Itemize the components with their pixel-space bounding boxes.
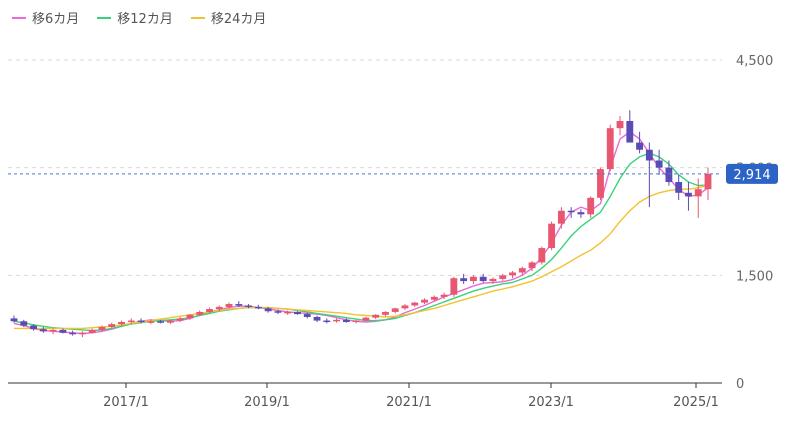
candle-body [254, 306, 262, 309]
candle-body [59, 329, 67, 333]
candle-body [20, 321, 28, 326]
candle-body [108, 324, 116, 328]
candle-body [577, 212, 585, 215]
y-tick-label: 1,500 [736, 269, 773, 284]
candle-body [245, 305, 253, 307]
candle-body [323, 320, 331, 323]
candle-body [49, 329, 57, 332]
candle-body [460, 278, 468, 282]
legend-label-ma24: 移24カ月 [210, 12, 267, 27]
candle-body [215, 306, 223, 310]
x-tick-label: 2023/1 [528, 395, 574, 410]
candle-body [274, 311, 282, 313]
x-tick-label: 2019/1 [244, 395, 290, 410]
candle-body [147, 321, 155, 323]
x-tick-label: 2025/1 [673, 395, 719, 410]
candle-body [626, 121, 634, 143]
candle-body [313, 316, 321, 321]
y-tick-label: 4,500 [736, 54, 773, 69]
candle-body [372, 314, 380, 318]
legend-item-ma12[interactable]: 移12カ月 [97, 8, 173, 27]
legend-item-ma24[interactable]: 移24カ月 [190, 8, 267, 27]
candle-body [430, 296, 438, 300]
candle-body [704, 173, 712, 190]
candle-body [235, 304, 243, 306]
candle-body [10, 318, 18, 322]
candle-body [284, 311, 292, 314]
candle-body [69, 332, 77, 335]
candle-body [597, 169, 604, 198]
candle-body [675, 182, 683, 193]
candle-body [30, 325, 37, 330]
candle-body [587, 197, 595, 215]
legend-swatch-ma6 [12, 16, 26, 19]
candle-body [352, 320, 360, 323]
candle-body [166, 320, 174, 323]
candle-body [264, 308, 272, 312]
ma-line-2 [14, 184, 709, 330]
candle-body [127, 320, 135, 323]
candle-body [157, 321, 165, 323]
chart-legend: 移6カ月 移12カ月 移24カ月 [12, 8, 266, 27]
candle-body [499, 275, 507, 279]
candle-body [557, 210, 565, 224]
x-tick-label: 2017/1 [103, 395, 149, 410]
candle-body [342, 319, 350, 322]
candle-body [118, 321, 125, 325]
legend-swatch-ma12 [97, 16, 112, 19]
candle-body [528, 262, 536, 269]
candle-body [567, 210, 575, 213]
candle-body [538, 248, 546, 263]
candle-body [88, 329, 96, 333]
candle-body [469, 276, 477, 282]
candle-body [616, 121, 624, 129]
candle-body [79, 332, 86, 335]
candle-body [303, 314, 311, 317]
candle-body [401, 305, 409, 309]
y-tick-label: 0 [736, 377, 744, 392]
candle-body [294, 311, 301, 315]
candle-body [206, 309, 213, 312]
candle-body [685, 192, 692, 197]
candle-body [509, 272, 516, 276]
candle-body [98, 327, 106, 330]
candle-body [606, 128, 614, 170]
current-price-badge [726, 163, 778, 184]
candle-body [333, 319, 340, 322]
ma-line-1 [13, 152, 709, 332]
current-price-label: 2,914 [733, 168, 770, 183]
candle-body [186, 314, 194, 319]
candle-body [479, 276, 487, 282]
candle-body [518, 268, 526, 273]
candle-body [655, 160, 663, 168]
candle-body [176, 318, 184, 321]
candle-body [548, 223, 556, 249]
legend-label-ma12: 移12カ月 [117, 12, 173, 27]
candle-body [411, 302, 419, 306]
candle-body [489, 278, 497, 282]
x-tick-label: 2021/1 [386, 395, 432, 410]
candle-body [137, 320, 145, 323]
legend-item-ma6[interactable]: 移6カ月 [12, 8, 79, 27]
candle-body [225, 304, 233, 307]
candle-body [694, 189, 702, 197]
candle-body [440, 294, 448, 297]
candle-body [196, 311, 204, 315]
ma-line-0 [13, 130, 709, 335]
candle-body [382, 311, 389, 315]
candle-body [362, 317, 370, 321]
legend-label-ma6: 移6カ月 [32, 12, 80, 27]
candle-body [39, 329, 47, 332]
candle-body [645, 149, 653, 161]
candle-body [636, 142, 643, 150]
candle-body [450, 278, 458, 295]
legend-swatch-ma24 [190, 16, 205, 19]
candle-body [421, 299, 428, 303]
candle-body [665, 167, 673, 183]
candle-body [391, 308, 399, 312]
